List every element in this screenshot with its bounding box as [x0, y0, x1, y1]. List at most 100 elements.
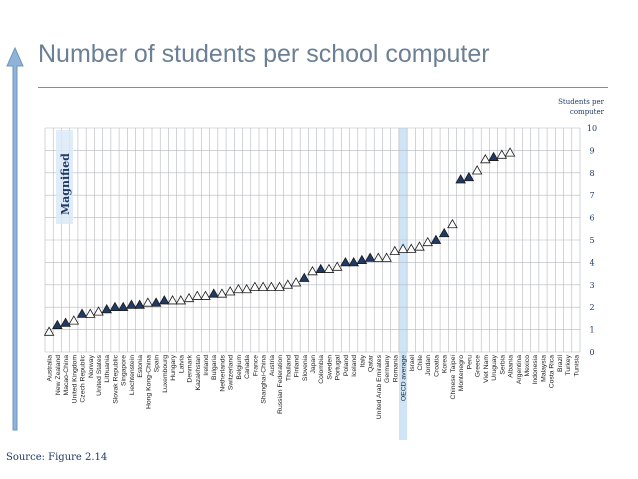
source-note: Source: Figure 2.14 — [6, 452, 108, 463]
y-tick-label: 8 — [589, 169, 594, 178]
x-tick-label: Indonesia — [532, 355, 539, 385]
x-tick-label: Denmark — [187, 354, 194, 382]
data-point-greece — [471, 165, 483, 175]
data-point-shanghai-china — [257, 281, 269, 291]
data-point-liechtenstein — [126, 299, 137, 309]
oecd-average-highlight — [398, 128, 408, 440]
data-point-jordan — [422, 236, 434, 247]
x-tick-label: Kazakhstan — [195, 355, 202, 391]
data-point-australia — [43, 326, 55, 336]
data-point-austria — [266, 281, 277, 291]
data-point-sweden — [323, 263, 335, 273]
x-tick-label: Luxembourg — [162, 355, 169, 393]
data-point-slovenia — [298, 272, 310, 282]
x-tick-label: Finland — [294, 355, 301, 378]
data-point-belgium — [233, 283, 244, 294]
data-point-hong-kong-china — [142, 297, 154, 307]
data-point-romania — [389, 245, 401, 256]
x-tick-label: United States — [96, 354, 103, 395]
x-tick-label: Switzerland — [228, 355, 235, 390]
x-tick-label: Czech Republic — [80, 354, 87, 402]
x-tick-label: Australia — [47, 355, 54, 382]
x-tick-label: Ireland — [203, 355, 210, 376]
data-point-chile — [414, 241, 425, 251]
x-tick-label: United Kingdom — [71, 355, 78, 404]
x-tick-label: Colombia — [318, 355, 325, 384]
data-point-united-states — [93, 306, 104, 316]
data-point-israel — [405, 243, 417, 253]
title-divider — [38, 87, 608, 88]
x-tick-label: Germany — [384, 354, 391, 383]
data-point-portugal — [331, 261, 343, 271]
data-point-germany — [381, 252, 392, 262]
x-tick-label: Hungary — [170, 354, 177, 380]
data-point-poland — [340, 256, 351, 267]
x-tick-label: Uruguay — [491, 354, 498, 380]
x-tick-label: Montenegro — [458, 355, 465, 391]
x-tick-label: Turkey — [565, 354, 572, 375]
x-tick-label: Iceland — [351, 355, 358, 377]
x-tick-label: Peru — [466, 355, 473, 370]
x-tick-label: Chile — [417, 355, 424, 371]
data-point-netherlands — [216, 288, 228, 298]
x-tick-label: Sweden — [326, 355, 333, 380]
data-point-oecd-average — [397, 243, 409, 253]
data-point-france — [249, 281, 261, 291]
y-tick-label: 6 — [589, 214, 594, 223]
x-tick-label: New Zealand — [55, 355, 62, 395]
x-tick-label: Qatar — [368, 354, 375, 372]
page-title: Number of students per school computer — [38, 40, 490, 68]
data-point-denmark — [183, 292, 195, 303]
x-tick-label: OECD average — [401, 355, 408, 401]
x-tick-label: Lithuania — [104, 355, 111, 383]
data-point-finland — [290, 277, 302, 287]
y-axis-label: computer — [570, 108, 605, 116]
data-point-serbia — [496, 149, 508, 159]
data-point-spain — [150, 297, 162, 307]
x-tick-label: Liechtenstein — [129, 355, 136, 395]
data-point-uruguay — [488, 151, 499, 161]
data-point-estonia — [134, 299, 145, 309]
x-tick-label: Mexico — [524, 355, 531, 377]
x-tick-label: Serbia — [499, 355, 506, 375]
x-tick-label: Greece — [475, 355, 482, 378]
x-tick-label: Croatia — [433, 355, 440, 377]
magnified-box — [56, 130, 73, 224]
y-tick-label: 10 — [587, 124, 597, 133]
data-point-switzerland — [224, 286, 236, 296]
y-tick-label: 3 — [589, 281, 594, 290]
x-tick-label: Korea — [442, 355, 449, 373]
x-tick-label: Netherlands — [219, 354, 226, 391]
x-tick-label: Jordan — [425, 355, 432, 376]
data-point-viet-nam — [480, 153, 491, 164]
data-point-hungary — [167, 295, 178, 305]
x-tick-label: Argentina — [516, 355, 523, 384]
data-point-new-zealand — [52, 319, 63, 329]
x-tick-label: Viet Nam — [483, 355, 490, 383]
y-tick-label: 5 — [589, 236, 594, 245]
x-tick-label: Belgium — [236, 355, 243, 380]
data-point-lithuania — [101, 304, 113, 314]
x-tick-label: United Arab Emirates — [376, 354, 383, 419]
x-tick-label: Costa Rica — [549, 355, 556, 388]
x-tick-label: Japan — [310, 355, 317, 374]
x-tick-label: Austria — [269, 355, 276, 376]
x-tick-label: Slovak Republic — [112, 354, 119, 403]
y-tick-label: 1 — [589, 326, 594, 335]
data-point-canada — [241, 283, 252, 294]
x-tick-label: Malaysia — [540, 355, 547, 382]
data-point-czech-republic — [76, 308, 88, 318]
x-tick-label: Macao-China — [63, 355, 70, 396]
data-point-qatar — [364, 252, 376, 262]
y-tick-label: 4 — [589, 258, 594, 267]
x-tick-label: Latvia — [178, 355, 185, 373]
y-tick-label: 0 — [589, 348, 594, 357]
data-point-luxembourg — [159, 295, 170, 305]
x-tick-label: Chinese Taipei — [450, 355, 457, 400]
data-point-japan — [307, 265, 318, 276]
data-point-singapore — [117, 301, 129, 312]
x-tick-label: France — [252, 355, 259, 376]
x-tick-label: Norway — [88, 354, 95, 378]
x-tick-label: Shanghai-China — [261, 355, 268, 404]
